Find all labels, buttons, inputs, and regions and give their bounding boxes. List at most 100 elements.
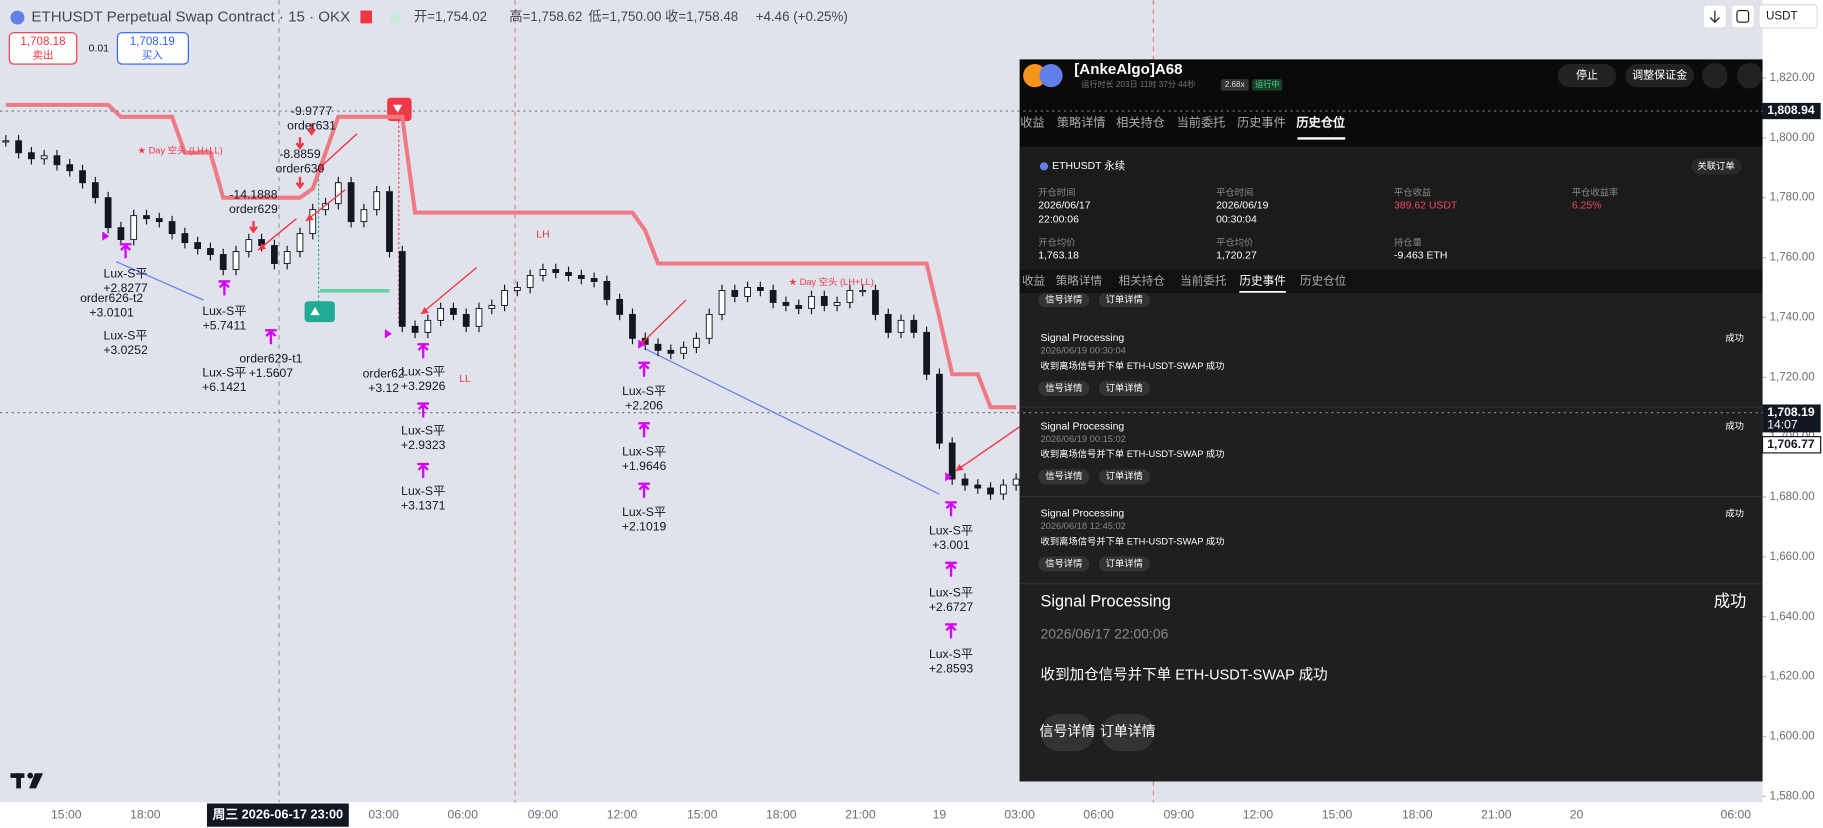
subtab: 策略详情: [1056, 274, 1103, 288]
event-status: 成功: [1714, 593, 1747, 611]
candle: [884, 313, 892, 333]
x-tick-label: 09:00: [528, 807, 559, 821]
countdown: 14:07: [1767, 418, 1798, 432]
order-marker: [249, 221, 258, 234]
detail-label: 订单详情: [1106, 470, 1143, 481]
candle: [245, 239, 253, 253]
candle: [936, 373, 943, 444]
sell-label: 卖出: [33, 49, 54, 62]
candle: [808, 295, 815, 309]
candle: [104, 197, 112, 229]
annotation: +2.8277: [103, 281, 148, 295]
signal-arrow: [637, 299, 687, 348]
signal-arrow-head: [420, 307, 430, 315]
subtab: 历史事件: [1239, 274, 1286, 288]
detail-button[interactable]: [1038, 469, 1090, 485]
candle: [28, 152, 35, 160]
x-tick-label: 06:00: [447, 807, 478, 821]
field-value: -9.463 ETH: [1394, 251, 1447, 262]
candle: [705, 313, 713, 339]
chart-layer: -9.9777order631-8.8859order630-14.1888or…: [2, 102, 1021, 675]
y-tick-label: 1,680.00: [1770, 490, 1815, 503]
detail-label: 信号详情: [1045, 557, 1082, 568]
candle: [654, 343, 662, 351]
detail-label: 订单详情: [1100, 723, 1156, 739]
field-value: 6.25%: [1572, 201, 1602, 212]
fullscreen-button[interactable]: [1730, 4, 1755, 29]
share-button[interactable]: [1702, 62, 1728, 89]
detail-button[interactable]: [1098, 556, 1150, 572]
panel-button[interactable]: [1557, 64, 1617, 88]
order-marker: [295, 137, 305, 150]
annotation: +2.1019: [622, 520, 667, 534]
trend-line: [645, 348, 940, 495]
candle: [999, 484, 1007, 495]
detail-button[interactable]: [1038, 556, 1090, 572]
candle: [40, 155, 48, 160]
subtab: 当前委托: [1180, 274, 1227, 288]
candle: [488, 304, 496, 309]
eth-icon: [1039, 64, 1063, 88]
entry-marker: [638, 339, 646, 349]
detail-button[interactable]: [1098, 380, 1150, 396]
signal-arrow: [955, 426, 1021, 472]
candle: [411, 325, 419, 333]
detail-button[interactable]: [1101, 713, 1155, 752]
exit-marker: [945, 561, 957, 577]
annotation: Lux-S平: [401, 364, 445, 378]
signal-label: LL: [459, 374, 471, 385]
field-label: 平仓收益: [1394, 187, 1431, 198]
flag-icon[interactable]: [360, 10, 373, 24]
buy-button[interactable]: [116, 32, 189, 65]
detail-label: 信号详情: [1045, 470, 1082, 481]
candle: [296, 233, 304, 253]
y-tick-label: 1,620.00: [1770, 670, 1815, 683]
signal-arrow-head: [305, 214, 314, 222]
currency-select[interactable]: [1758, 4, 1818, 29]
ohlc-value: 收=1,758.48: [665, 9, 738, 24]
panel-title: [AnkeAlgo]A68: [1074, 61, 1182, 78]
annotation: +1.9646: [622, 459, 667, 473]
buy-label: 买入: [142, 50, 163, 62]
more-button[interactable]: [1736, 62, 1763, 89]
candle: [322, 203, 329, 211]
annotation: Lux-S平: [929, 647, 973, 661]
candle: [629, 313, 636, 339]
detail-button[interactable]: [1098, 469, 1150, 485]
signal-arrow: [420, 266, 478, 315]
candle: [130, 215, 138, 241]
annotation: +3.0101: [89, 306, 134, 320]
change: +4.46 (+0.25%): [756, 9, 848, 24]
sell-price: 1,708.18: [20, 35, 65, 48]
event-title: Signal Processing: [1041, 333, 1125, 344]
event-status: 成功: [1725, 420, 1744, 431]
detail-button[interactable]: [1038, 380, 1090, 396]
price-label-box: [1762, 404, 1821, 433]
candle: [718, 289, 726, 315]
annotation: Lux-S平: [929, 524, 973, 538]
x-tick-label: 18:00: [766, 807, 797, 821]
detail-button[interactable]: [1038, 293, 1090, 308]
y-tick-label: 1,720.00: [1770, 370, 1815, 383]
candle: [539, 269, 547, 276]
candle: [309, 209, 317, 235]
candle: [143, 215, 150, 220]
link-button[interactable]: [1691, 158, 1742, 175]
tab: 收益: [1020, 116, 1044, 130]
button-label: 调整保证金: [1632, 68, 1687, 82]
detail-button[interactable]: [1040, 713, 1095, 752]
detail-button[interactable]: [1098, 293, 1150, 308]
candle: [923, 331, 930, 375]
position-card: [1019, 146, 1763, 270]
candle: [15, 140, 22, 154]
sell-button[interactable]: [8, 32, 78, 65]
annotation: Lux-S平: [202, 304, 246, 318]
order-box: 1,708.18 卖出 0.01 1,708.19 买入: [8, 32, 189, 65]
tab: 当前委托: [1177, 115, 1226, 130]
annotation: order630: [276, 161, 325, 175]
badge: [1252, 79, 1283, 91]
panel-button[interactable]: [1625, 64, 1694, 88]
field-label: 平仓时间: [1216, 187, 1253, 198]
candle: [577, 275, 585, 279]
annotation: order62: [363, 367, 405, 381]
